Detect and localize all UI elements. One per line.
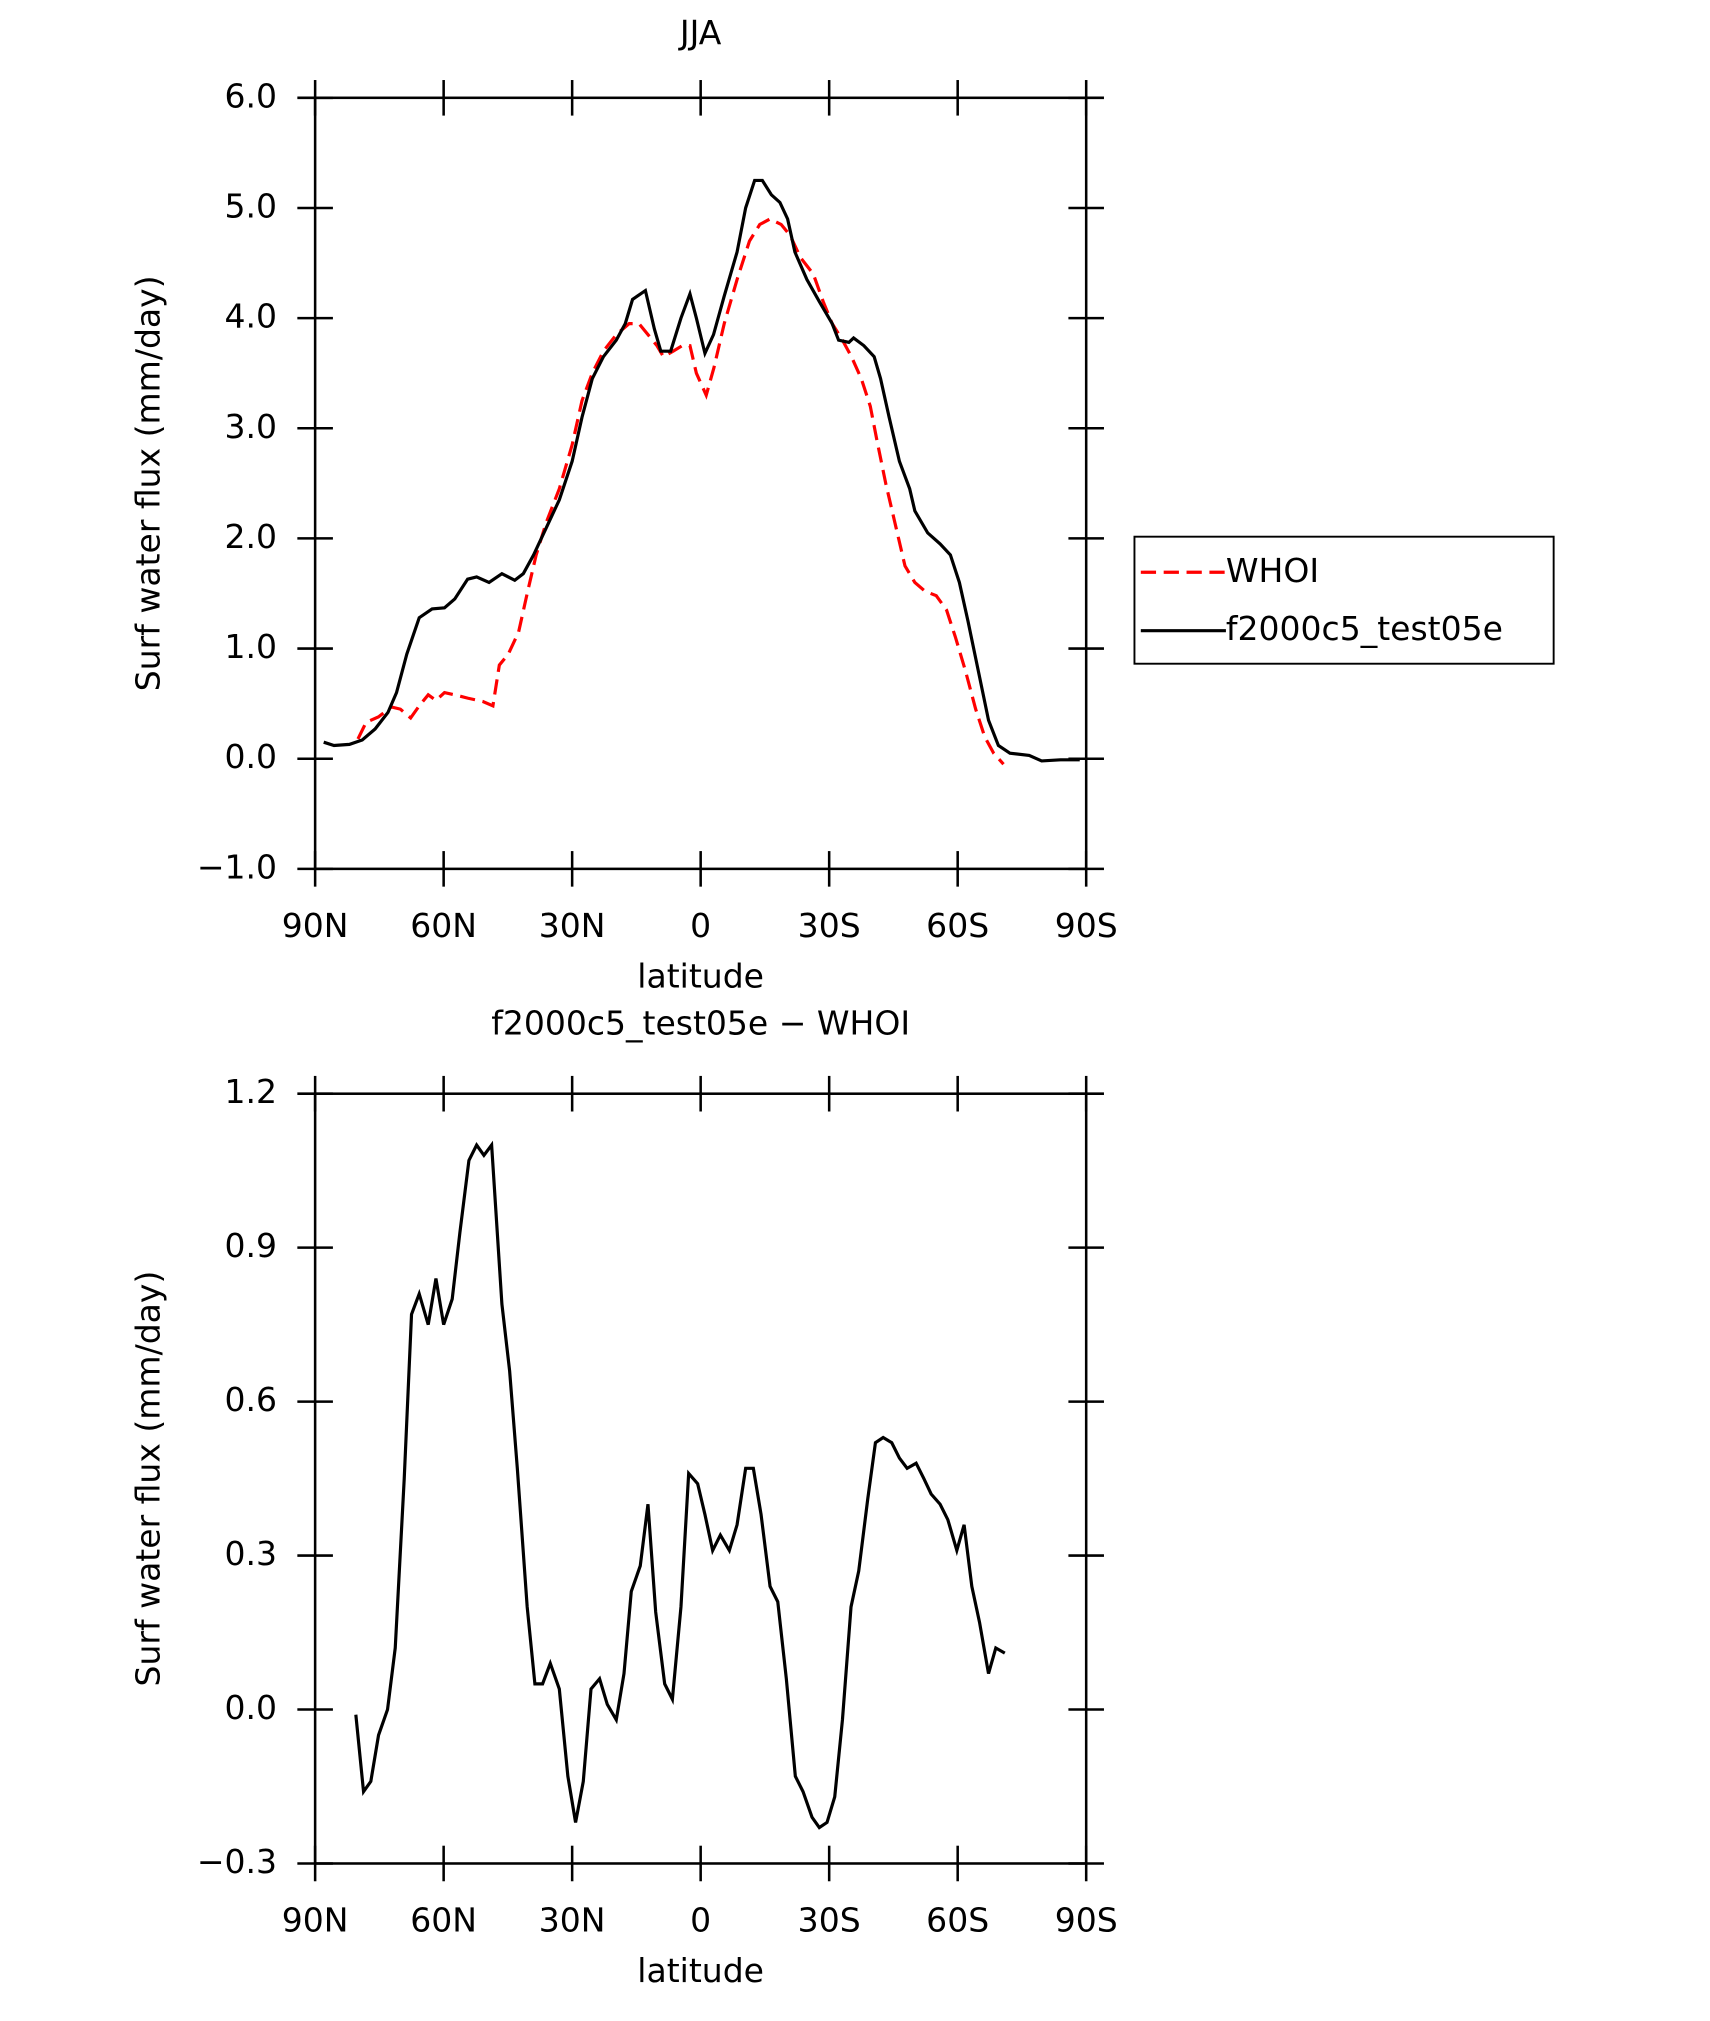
- chart-title: f2000c5_test05e − WHOI: [491, 1004, 910, 1043]
- x-axis-label: latitude: [637, 1951, 764, 1990]
- y-tick-label: −0.3: [197, 1842, 277, 1881]
- x-tick-label: 60S: [926, 906, 989, 945]
- y-tick-label: 3.0: [225, 407, 278, 446]
- x-tick-label: 90N: [282, 1900, 349, 1939]
- y-tick-label: 0.9: [225, 1226, 278, 1265]
- y-axis-label: Surf water flux (mm/day): [129, 275, 168, 691]
- x-tick-label: 60N: [410, 906, 477, 945]
- y-tick-label: 1.2: [225, 1072, 278, 1111]
- y-tick-label: 0.6: [225, 1380, 278, 1419]
- x-tick-label: 30S: [798, 906, 861, 945]
- x-tick-label: 0: [690, 906, 711, 945]
- plot-frame: [313, 96, 1088, 871]
- x-tick-label: 0: [690, 1900, 711, 1939]
- plot-frame: [313, 1092, 1088, 1865]
- y-tick-label: 2.0: [225, 517, 278, 556]
- data-line: [354, 1140, 1006, 1830]
- x-tick-label: 30N: [539, 906, 606, 945]
- x-axis-label: latitude: [637, 957, 764, 996]
- x-tick-label: 90N: [282, 906, 349, 945]
- x-tick-label: 60S: [926, 1900, 989, 1939]
- x-tick-label: 90S: [1055, 906, 1118, 945]
- y-tick-label: 0.0: [225, 1688, 278, 1727]
- y-tick-label: 5.0: [225, 186, 278, 225]
- x-tick-label: 90S: [1055, 1900, 1118, 1939]
- chart-title: JJA: [678, 13, 722, 52]
- y-tick-label: 1.0: [225, 627, 278, 666]
- legend-label: WHOI: [1226, 551, 1319, 590]
- y-axis-label: Surf water flux (mm/day): [129, 1271, 168, 1687]
- y-tick-label: 6.0: [225, 76, 278, 115]
- x-tick-label: 30S: [798, 1900, 861, 1939]
- legend-label: f2000c5_test05e: [1226, 609, 1503, 648]
- y-tick-label: 0.0: [225, 737, 278, 776]
- y-tick-label: 4.0: [225, 297, 278, 336]
- y-tick-label: 0.3: [225, 1534, 278, 1573]
- x-tick-label: 30N: [539, 1900, 606, 1939]
- data-line: [356, 217, 1005, 766]
- legend-box: [1133, 535, 1555, 665]
- y-tick-label: −1.0: [197, 847, 277, 886]
- data-line: [323, 178, 1080, 763]
- x-tick-label: 60N: [410, 1900, 477, 1939]
